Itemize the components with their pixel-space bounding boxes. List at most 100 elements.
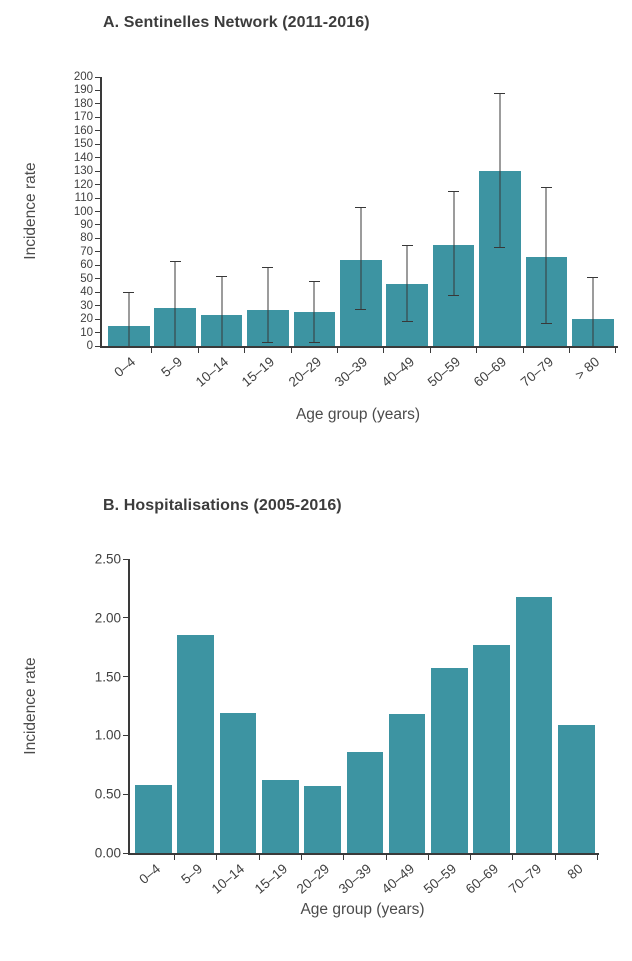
x-axis-label: 0–4 — [136, 861, 163, 887]
y-axis-tick-label: 0.00 — [94, 845, 121, 861]
x-axis-label: 0–4 — [111, 354, 139, 380]
y-axis-tick — [95, 345, 100, 347]
chart-a-x-axis-title: Age group (years) — [295, 406, 421, 423]
x-axis-tick — [476, 348, 478, 353]
chart-a-y-axis-title: Incidence rate — [22, 162, 39, 260]
error-bar-cap-bottom — [494, 246, 506, 248]
error-bar-cap-bottom — [355, 308, 367, 310]
x-axis-label: 20–29 — [285, 354, 324, 390]
y-axis-tick — [123, 734, 128, 736]
error-bar-cap-bottom — [262, 342, 274, 344]
error-bar-line — [128, 292, 130, 346]
y-axis-tick — [95, 291, 100, 293]
error-bar — [123, 292, 135, 346]
y-axis-tick-label: 120 — [73, 178, 93, 191]
x-axis-label: 30–39 — [336, 861, 375, 897]
x-axis-tick — [569, 348, 571, 353]
y-axis-tick — [95, 211, 100, 212]
error-bar — [494, 93, 506, 248]
x-axis-tick — [300, 855, 302, 860]
bar-0-4 — [135, 784, 172, 853]
x-axis-label: 70–79 — [517, 354, 556, 390]
x-axis-tick — [337, 348, 339, 353]
x-axis-tick — [151, 348, 153, 353]
error-bar-cap-top — [401, 245, 413, 247]
x-axis-label: 40–49 — [378, 354, 417, 390]
bar-70-79 — [515, 596, 553, 853]
y-axis-tick-label: 90 — [80, 218, 93, 231]
x-axis-label: 10–14 — [209, 861, 248, 897]
y-axis-tick-label: 160 — [73, 124, 93, 137]
error-bar-cap-bottom — [401, 320, 413, 322]
x-axis-label: 20–29 — [293, 861, 333, 897]
y-axis-tick — [95, 237, 100, 239]
bar-15-19 — [261, 780, 299, 853]
error-bar-line — [406, 245, 408, 322]
x-axis-label: 30–39 — [331, 354, 371, 390]
x-axis-tick — [290, 348, 292, 353]
y-axis-tick — [95, 89, 100, 91]
y-axis-tick-label: 20 — [80, 313, 93, 326]
y-axis-tick — [95, 103, 100, 105]
y-axis-tick — [95, 184, 100, 186]
error-bar-cap-bottom — [308, 342, 320, 344]
error-bar-cap-top — [540, 187, 552, 189]
x-axis-tick — [343, 855, 345, 860]
error-bar — [308, 281, 320, 344]
error-bar-cap-top — [123, 292, 135, 294]
y-axis-tick — [95, 318, 100, 320]
y-axis-tick-label: 100 — [73, 205, 93, 218]
y-axis-tick — [123, 558, 128, 560]
y-axis-tick-label: 130 — [73, 165, 93, 178]
x-axis-tick — [383, 348, 385, 353]
y-axis-tick — [95, 76, 100, 78]
y-axis-tick-label: 110 — [74, 192, 93, 205]
error-bar-cap-top — [494, 93, 506, 95]
error-bar-line — [267, 266, 269, 344]
bar-40-49 — [388, 714, 426, 853]
error-bar-cap-top — [216, 276, 228, 278]
x-axis-tick — [429, 348, 431, 353]
x-axis-label: 40–49 — [378, 861, 417, 897]
chart-b-plot-area: 2.50 2.00 1.50 1.00 0.50 0.00 0–4 5–9 10–14 15–19… — [95, 552, 599, 897]
error-bar — [355, 207, 367, 310]
chart-a-title: A. Sentinelles Network (2011-2016) — [103, 14, 370, 31]
y-axis-tick-label: 0 — [86, 340, 93, 352]
x-axis-label: 70–79 — [505, 861, 544, 897]
x-axis-tick — [427, 855, 429, 860]
error-bar-cap-top — [169, 261, 181, 263]
y-axis-tick-label: 2.00 — [94, 610, 121, 626]
x-axis-label: 60–69 — [462, 861, 502, 897]
error-bar-line — [545, 187, 547, 325]
y-axis-tick-label: 10 — [80, 326, 93, 339]
chart-b-x-axis-title: Age group (years) — [300, 901, 425, 918]
y-axis-tick-label: 50 — [80, 272, 93, 285]
error-bar-cap-top — [355, 207, 367, 209]
y-axis-tick-label: 170 — [73, 111, 93, 124]
error-bar-cap-bottom — [540, 323, 552, 325]
chart-b-y-axis-title: Incidence rate — [22, 657, 39, 755]
x-axis-tick — [197, 348, 199, 353]
error-bar-cap-top — [587, 277, 599, 279]
y-axis-tick-label: 150 — [73, 138, 93, 151]
error-bar-cap-top — [448, 191, 460, 193]
y-axis-tick — [95, 305, 100, 307]
x-axis-tick — [385, 855, 387, 860]
x-axis-label: 5–9 — [157, 354, 185, 380]
chart-b-title: B. Hospitalisations (2005-2016) — [103, 497, 342, 514]
y-axis-tick — [95, 332, 100, 334]
bar-5-9 — [177, 635, 214, 853]
bar-30-39 — [346, 751, 384, 853]
x-axis-tick — [554, 855, 556, 860]
x-axis-label: 50–59 — [424, 354, 464, 390]
x-axis-tick — [615, 348, 617, 353]
x-axis-tick — [522, 348, 524, 353]
y-axis-tick-label: 1.00 — [94, 727, 121, 743]
x-axis-label: 50–59 — [420, 861, 460, 897]
y-axis-tick — [123, 617, 128, 619]
bar-10-14 — [219, 713, 257, 853]
error-bar-cap-top — [308, 281, 320, 283]
error-bar — [401, 245, 413, 322]
y-axis-tick — [95, 264, 100, 266]
y-axis-tick — [95, 224, 100, 226]
